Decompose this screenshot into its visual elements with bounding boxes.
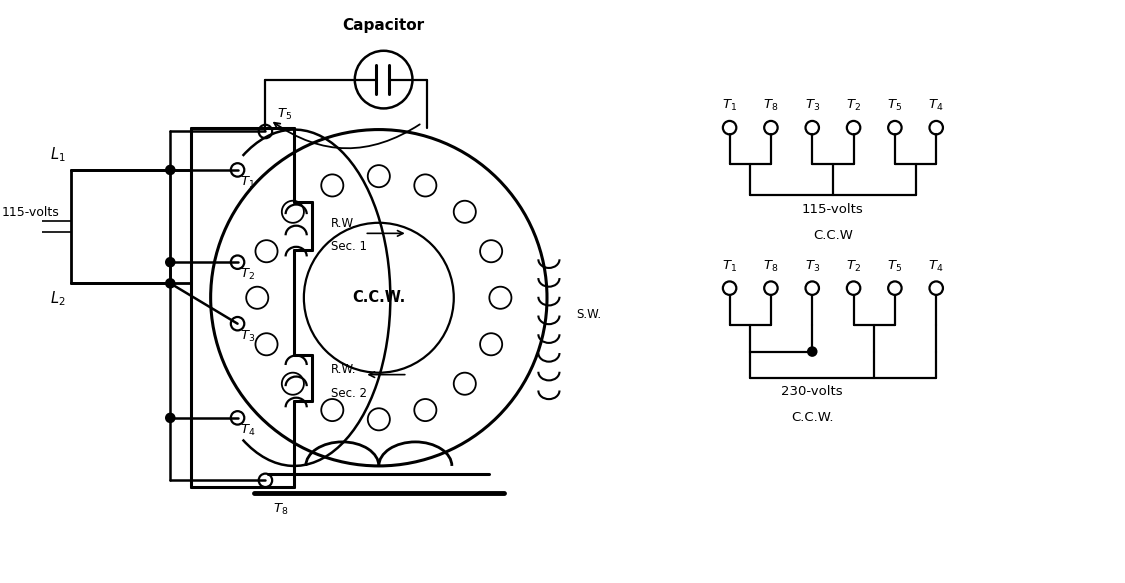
- Text: $T_2$: $T_2$: [241, 267, 255, 282]
- Text: S.W.: S.W.: [576, 308, 601, 321]
- Text: $T_8$: $T_8$: [763, 98, 778, 113]
- Text: Capacitor: Capacitor: [343, 19, 425, 33]
- Text: $L_1$: $L_1$: [50, 146, 65, 164]
- Text: $T_8$: $T_8$: [763, 259, 778, 274]
- Text: 115-volts: 115-volts: [2, 206, 60, 219]
- Text: $T_1$: $T_1$: [722, 259, 737, 274]
- Text: $L_2$: $L_2$: [50, 289, 65, 308]
- Text: Sec. 2: Sec. 2: [331, 387, 367, 401]
- Text: $T_4$: $T_4$: [928, 98, 944, 113]
- Circle shape: [165, 164, 176, 175]
- Text: C.C.W.: C.C.W.: [352, 290, 405, 305]
- Text: $T_8$: $T_8$: [273, 501, 288, 517]
- Text: C.C.W: C.C.W: [813, 229, 853, 241]
- Circle shape: [165, 413, 176, 423]
- Text: Sec. 1: Sec. 1: [331, 240, 367, 253]
- Text: 230-volts: 230-volts: [782, 385, 843, 398]
- Text: R.W.: R.W.: [331, 217, 357, 230]
- Text: $T_1$: $T_1$: [241, 175, 255, 190]
- Circle shape: [165, 257, 176, 268]
- Text: R.W.: R.W.: [331, 363, 357, 376]
- Text: $T_2$: $T_2$: [846, 98, 861, 113]
- Text: $T_1$: $T_1$: [722, 98, 737, 113]
- Circle shape: [165, 278, 176, 289]
- Text: $T_5$: $T_5$: [277, 107, 292, 122]
- Text: $T_4$: $T_4$: [928, 259, 944, 274]
- Text: $T_3$: $T_3$: [804, 98, 820, 113]
- Text: C.C.W.: C.C.W.: [791, 411, 834, 424]
- Circle shape: [807, 346, 818, 357]
- Text: $T_5$: $T_5$: [888, 98, 902, 113]
- Text: $T_4$: $T_4$: [241, 423, 255, 438]
- Text: 115-volts: 115-volts: [802, 203, 864, 216]
- Text: $T_3$: $T_3$: [241, 328, 255, 343]
- Text: $T_3$: $T_3$: [804, 259, 820, 274]
- Text: $T_5$: $T_5$: [888, 259, 902, 274]
- Text: $T_2$: $T_2$: [846, 259, 861, 274]
